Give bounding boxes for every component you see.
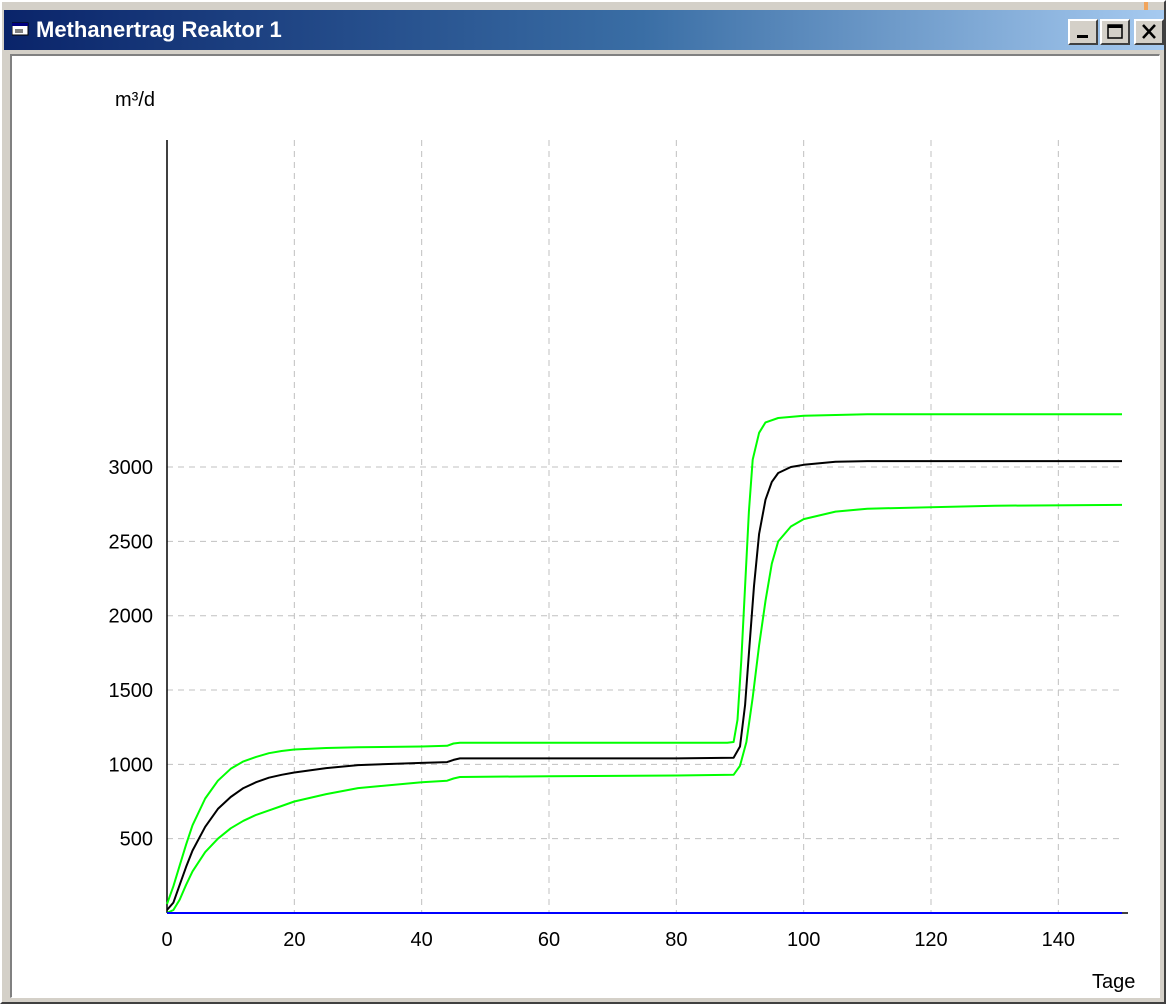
y-tick-label: 500 bbox=[120, 829, 153, 851]
title-bar[interactable]: Methanertrag Reaktor 1 bbox=[4, 10, 1164, 50]
chart-area: 0 20 40 60 80 100 120 140 500 1000 1500 2000 2500 300… bbox=[10, 54, 1160, 998]
x-tick-label: 40 bbox=[411, 929, 433, 951]
upper-bound-line bbox=[166, 413, 1122, 905]
x-tick-label: 0 bbox=[161, 929, 172, 951]
background-artifact bbox=[1144, 2, 1148, 10]
close-button[interactable] bbox=[1134, 19, 1164, 45]
window-icon bbox=[12, 22, 29, 36]
lower-bound-line bbox=[166, 503, 1123, 914]
minimize-icon bbox=[1077, 35, 1088, 38]
maximize-icon bbox=[1107, 24, 1123, 39]
y-axis-label: m³/d bbox=[115, 89, 155, 111]
y-tick-label: 3000 bbox=[109, 457, 154, 479]
y-tick-label: 1000 bbox=[109, 754, 154, 776]
x-axis-label: Tage bbox=[1092, 971, 1135, 993]
x-tick-label: 80 bbox=[665, 929, 687, 951]
maximize-button[interactable] bbox=[1100, 19, 1130, 45]
x-tick-label: 60 bbox=[538, 929, 560, 951]
x-tick-label: 100 bbox=[787, 929, 820, 951]
y-tick-label: 1500 bbox=[109, 680, 154, 702]
x-tick-label: 120 bbox=[914, 929, 947, 951]
x-tick-label: 140 bbox=[1042, 929, 1075, 951]
x-tick-label: 20 bbox=[283, 929, 305, 951]
y-tick-label: 2000 bbox=[109, 606, 154, 628]
close-icon bbox=[1142, 24, 1156, 39]
window-title: Methanertrag Reaktor 1 bbox=[36, 17, 282, 42]
y-tick-label: 2500 bbox=[109, 531, 154, 553]
minimize-button[interactable] bbox=[1068, 19, 1098, 45]
mean-line bbox=[166, 460, 1122, 911]
line-chart: 0 20 40 60 80 100 120 140 500 1000 1500 2000 2500 300… bbox=[109, 89, 1136, 993]
